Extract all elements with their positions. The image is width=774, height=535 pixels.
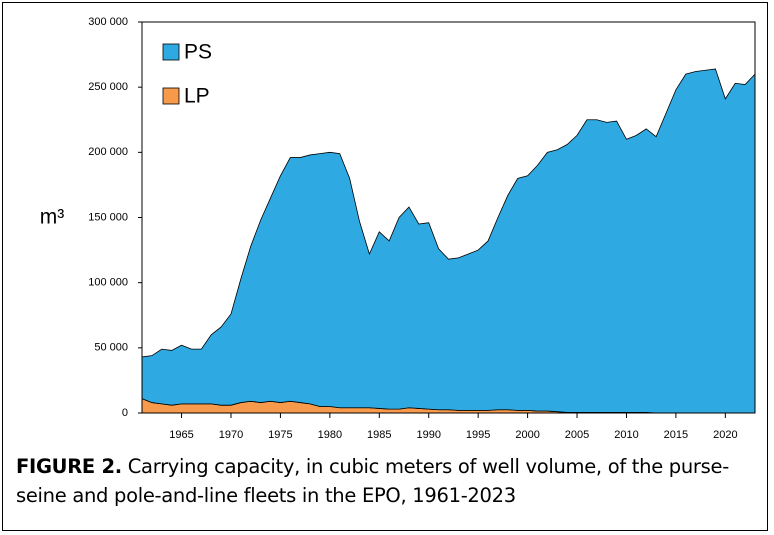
- legend-swatch: [162, 43, 180, 61]
- legend-label: PS: [184, 41, 212, 64]
- x-tick-label: 1965: [169, 429, 193, 441]
- y-tick-label: 0: [122, 407, 128, 419]
- x-tick-label: 2010: [614, 429, 638, 441]
- x-tick-label: 2005: [565, 429, 589, 441]
- legend-label: LP: [184, 85, 210, 108]
- area: [141, 68, 756, 414]
- y-tick-label: 50 000: [94, 342, 128, 354]
- x-tick-label: 1990: [416, 429, 440, 441]
- figure-frame: [2, 2, 768, 531]
- caption: FIGURE 2. Carrying capacity, in cubic me…: [16, 452, 766, 510]
- caption-label: FIGURE 2.: [16, 455, 122, 478]
- x-tick-label: 2020: [713, 429, 737, 441]
- x-tick-label: 1995: [466, 429, 490, 441]
- y-tick-label: 150 000: [88, 211, 128, 223]
- y-tick-label: 100 000: [88, 277, 128, 289]
- x-tick-label: 2015: [664, 429, 688, 441]
- x-tick-label: 1975: [268, 429, 292, 441]
- y-tick-label: 200 000: [88, 146, 128, 158]
- y-tick-label: 300 000: [88, 16, 128, 28]
- y-tick-label: 250 000: [88, 81, 128, 93]
- x-tick-label: 1985: [367, 429, 391, 441]
- x-tick-label: 2000: [515, 429, 539, 441]
- y-axis-label: m³: [40, 206, 65, 229]
- legend-swatch: [162, 87, 180, 105]
- caption-text: Carrying capacity, in cubic meters of we…: [16, 455, 729, 507]
- x-tick-label: 1980: [318, 429, 342, 441]
- chart: m³ 0 50 000 100 000 150 000 200 000 250 000 30…: [40, 16, 756, 441]
- x-tick-label: 1970: [219, 429, 243, 441]
